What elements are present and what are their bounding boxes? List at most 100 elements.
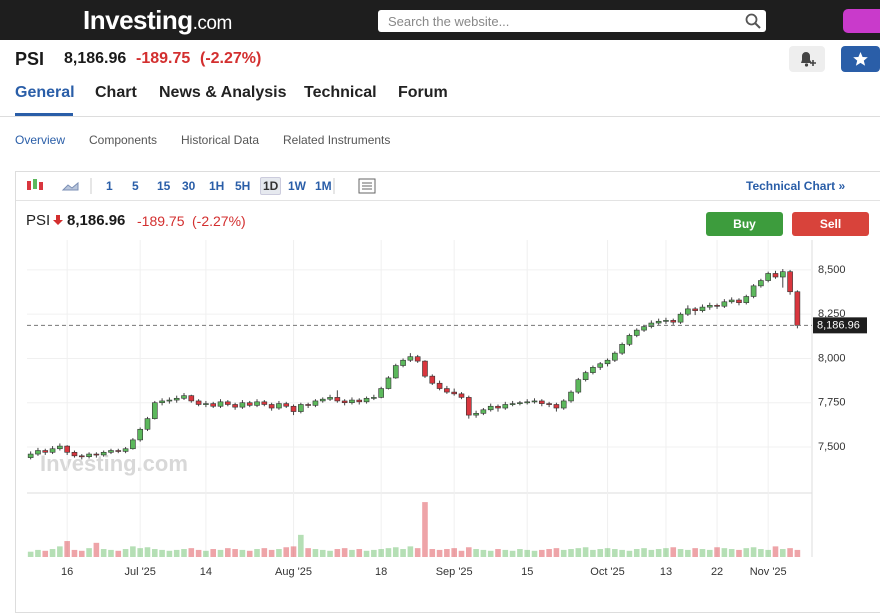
volume-bar xyxy=(115,550,122,557)
volume-bar xyxy=(232,549,238,557)
volume-bar xyxy=(334,549,341,557)
volume-bar xyxy=(268,549,275,557)
search-box[interactable]: Search the website... xyxy=(378,10,766,32)
volume-bar xyxy=(648,549,655,557)
volume-bar xyxy=(728,549,735,557)
volume-bar xyxy=(86,548,92,557)
candle-body xyxy=(144,418,151,430)
subtab[interactable]: Historical Data xyxy=(181,133,260,147)
candle-body xyxy=(276,403,282,409)
tab[interactable]: News & Analysis xyxy=(159,84,287,101)
sell-button[interactable]: Sell xyxy=(792,212,869,236)
volume-bar xyxy=(57,546,63,557)
volume-bar xyxy=(692,548,698,557)
logo-suffix[interactable]: .com xyxy=(192,13,233,34)
candle-body xyxy=(677,313,684,323)
subtab[interactable]: Related Instruments xyxy=(283,133,391,147)
candle-body xyxy=(517,402,523,405)
x-tick-label: 13 xyxy=(660,566,672,578)
candle-body xyxy=(699,306,706,311)
logo-text[interactable]: Investing xyxy=(83,5,193,35)
candle-body xyxy=(203,403,209,405)
volume-bar xyxy=(568,549,574,557)
volume-bar xyxy=(765,549,771,557)
settings-icon[interactable] xyxy=(358,178,376,194)
change: -189.75 xyxy=(136,50,191,67)
volume-bar xyxy=(655,549,662,557)
volume-bar xyxy=(27,551,34,557)
watchlist-button[interactable] xyxy=(841,46,880,72)
x-tick-label: Oct '25 xyxy=(590,566,625,578)
timeframe[interactable]: 1M xyxy=(315,179,332,193)
volume-bar xyxy=(524,549,531,557)
timeframe[interactable]: 5H xyxy=(235,179,251,193)
timeframe[interactable]: 30 xyxy=(182,179,196,193)
candle-body xyxy=(312,400,319,406)
timeframe[interactable]: 5 xyxy=(132,179,139,193)
tab[interactable]: Forum xyxy=(398,84,448,101)
volume-bar xyxy=(458,550,465,557)
volume-bar xyxy=(239,549,246,557)
volume-bar xyxy=(685,549,691,557)
x-tick-label: 14 xyxy=(200,566,212,578)
timeframe[interactable]: 1W xyxy=(288,179,306,193)
subtab[interactable]: Overview xyxy=(15,133,66,147)
timeframe[interactable]: 15 xyxy=(157,179,171,193)
candle-body xyxy=(254,401,260,406)
candle-body xyxy=(495,405,501,409)
promo-button[interactable] xyxy=(843,9,880,33)
candle-body xyxy=(444,388,450,393)
timeframe[interactable]: 1H xyxy=(209,179,225,193)
volume-bar xyxy=(363,550,370,557)
volume-bar xyxy=(626,550,633,557)
candle-body xyxy=(334,397,341,402)
candle-body xyxy=(582,372,589,380)
candle-body xyxy=(480,409,487,414)
candle-body xyxy=(290,405,297,412)
buy-button[interactable]: Buy xyxy=(706,212,783,236)
candle-body xyxy=(422,360,428,377)
candle-body xyxy=(473,413,479,416)
candle-body xyxy=(502,404,509,409)
candle-body xyxy=(692,308,698,311)
volume-bar xyxy=(283,547,290,557)
candle-body xyxy=(108,450,114,453)
volume-bar xyxy=(436,549,443,557)
volume-bar xyxy=(597,549,604,557)
candle-body xyxy=(246,402,253,406)
candle-body xyxy=(487,405,494,411)
logo[interactable]: Investing.com xyxy=(83,5,232,36)
y-tick-label: 7,750 xyxy=(818,397,846,409)
volume-bar xyxy=(750,547,757,557)
volume-bar xyxy=(429,549,436,557)
candle-body xyxy=(765,273,771,281)
timeframe[interactable]: 1D xyxy=(260,177,282,195)
candle-type-icon[interactable] xyxy=(27,179,43,190)
volume-bar xyxy=(261,548,268,557)
tab[interactable]: Technical xyxy=(304,84,377,101)
star-icon xyxy=(853,52,868,66)
candle-body xyxy=(539,400,545,404)
candle-body xyxy=(195,400,202,405)
volume-bar xyxy=(78,550,85,557)
timeframe[interactable]: 1 xyxy=(106,179,113,193)
candle-body xyxy=(268,404,275,409)
candle-body xyxy=(414,356,421,362)
chart-change-percent: (-2.27%) xyxy=(192,213,246,229)
tab-divider xyxy=(0,116,880,117)
alert-button[interactable] xyxy=(789,46,825,72)
tab[interactable]: General xyxy=(15,84,75,101)
candle-body xyxy=(349,399,355,404)
area-type-icon[interactable] xyxy=(61,181,79,191)
search-icon[interactable] xyxy=(745,13,761,29)
chart-symbol: PSI xyxy=(26,212,51,229)
subtab[interactable]: Components xyxy=(89,133,158,147)
candle-body xyxy=(604,359,611,365)
volume-bar xyxy=(35,549,41,557)
volume-bar xyxy=(414,548,421,557)
technical-chart-link[interactable]: Technical Chart » xyxy=(746,179,846,193)
volume-bar xyxy=(407,546,414,557)
candle-body xyxy=(641,326,647,331)
tab[interactable]: Chart xyxy=(95,84,137,101)
candle-body xyxy=(794,291,801,326)
